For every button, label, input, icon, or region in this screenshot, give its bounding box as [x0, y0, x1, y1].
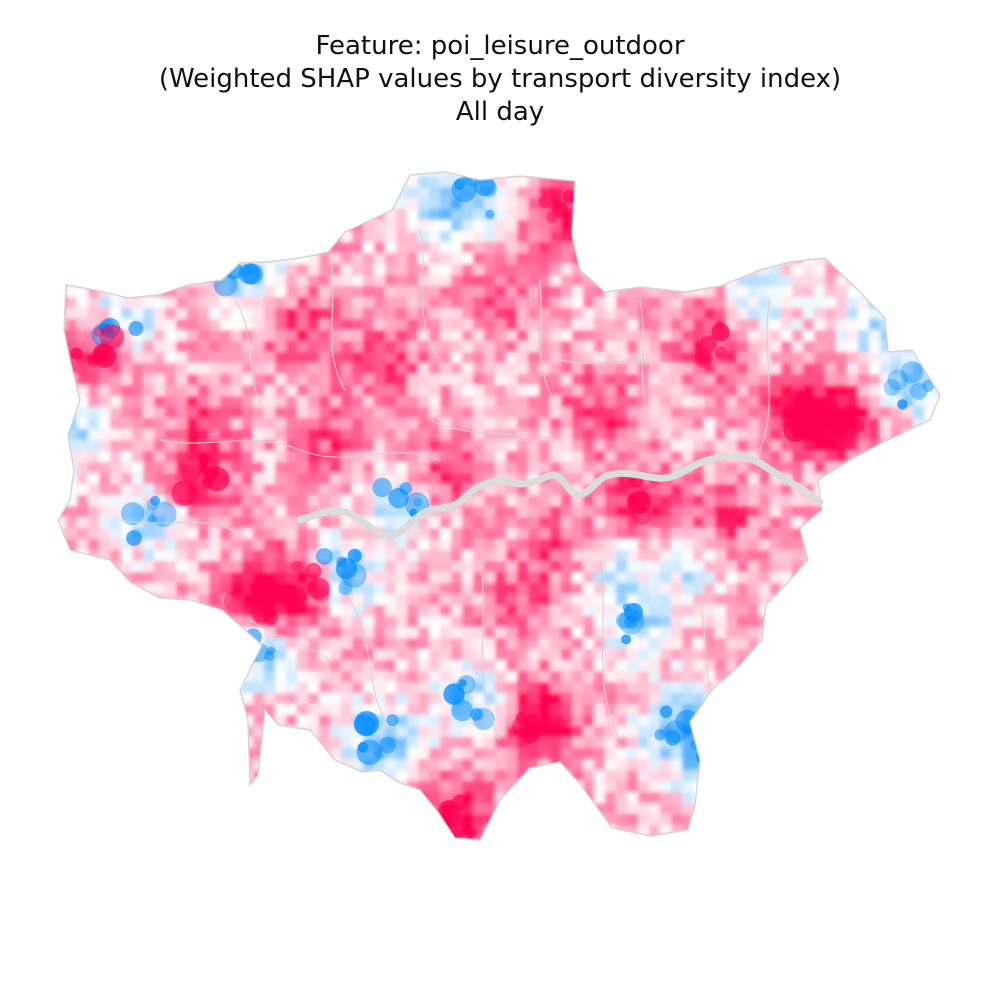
title-line-period: All day: [455, 97, 545, 127]
title-line-feature: Feature: poi_leisure_outdoor: [315, 31, 685, 61]
chart-title: Feature: poi_leisure_outdoor (Weighted S…: [0, 30, 1000, 129]
map-area: [57, 171, 941, 841]
title-line-subtitle: (Weighted SHAP values by transport diver…: [158, 64, 842, 94]
river-thames: [296, 452, 824, 539]
